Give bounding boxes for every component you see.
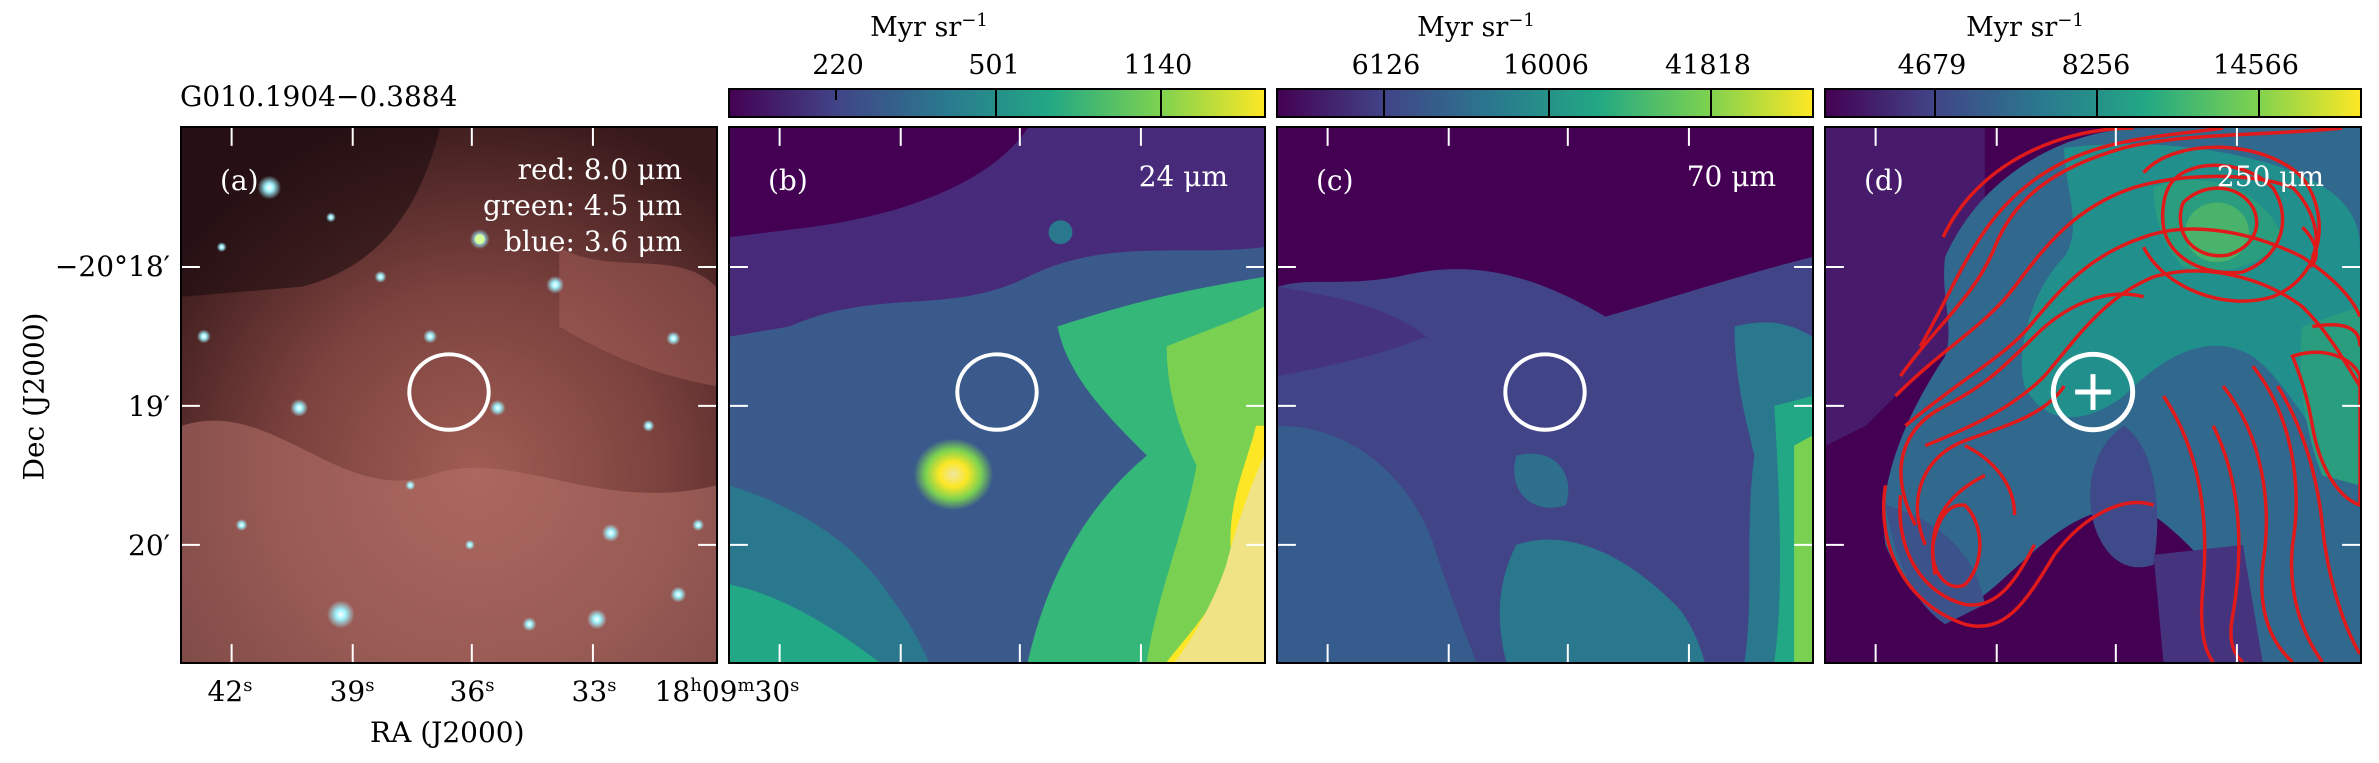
peak-cross-marker [2075,374,2111,410]
target-ellipse [955,352,1039,432]
x-tick-label: 33s [571,675,617,708]
colorbar-c-tick: 41818 [1665,50,1751,81]
panel-d-250um: (d) 250 μm [1824,126,2362,664]
y-tick-label: 19′ [128,390,170,423]
panel-a-label: (a) [220,164,259,197]
panel-c-70um: (c) 70 μm [1276,126,1814,664]
panel-b-band: 24 μm [1138,160,1228,193]
colorbar-b-tick: 220 [812,50,864,81]
target-ellipse [1503,352,1587,432]
colorbar-c-bar [1276,88,1814,118]
panel-b-image [730,128,1264,662]
panel-c-ticks [1278,128,1812,662]
panel-a-irac-rgb: (a) red: 8.0 μm green: 4.5 μm blue: 3.6 … [180,126,718,664]
colorbar-d-tick: 8256 [2061,50,2131,81]
y-tick-label: 20′ [128,529,170,562]
source-name: G010.1904−0.3884 [180,80,458,113]
panel-a-bands: red: 8.0 μm green: 4.5 μm blue: 3.6 μm [483,152,682,260]
panel-b-label: (b) [768,164,808,197]
target-ellipse [2050,351,2136,433]
x-tick-label: 39s [329,675,375,708]
panel-b-ticks [730,128,1264,662]
colorbar-b-label: Myr sr−1 [870,10,988,43]
panel-d-label: (d) [1864,164,1904,197]
colorbar-d-label: Myr sr−1 [1966,10,2084,43]
x-tick-label: 18h09m30s [654,675,800,708]
colorbar-b-tick: 1140 [1123,50,1193,81]
colorbar-c-tick: 6126 [1351,50,1421,81]
panel-d-band: 250 μm [2216,160,2324,193]
y-tick-label: −20°18′ [54,250,170,283]
panel-c-image [1278,128,1812,662]
colorbar-d-tick: 14566 [2213,50,2299,81]
colorbar-c-label: Myr sr−1 [1417,10,1535,43]
panel-b-24um: (b) 24 μm [728,126,1266,664]
contour-lines [1881,128,2360,662]
colorbar-d-bar [1824,88,2362,118]
colorbar-c-tick: 16006 [1503,50,1589,81]
x-axis-label: RA (J2000) [370,716,525,749]
colorbar-d-tick: 4679 [1897,50,1967,81]
colorbar-b-bar [728,88,1266,118]
target-ellipse [407,352,491,432]
x-tick-label: 36s [449,675,495,708]
panel-a-image [182,128,716,662]
y-axis-label: Dec (J2000) [17,312,51,481]
band-green: green: 4.5 μm [483,189,682,222]
band-blue: blue: 3.6 μm [504,225,682,258]
panel-a-ticks [182,128,716,662]
x-tick-label: 42s [207,675,253,708]
panel-c-band: 70 μm [1686,160,1776,193]
panel-d-ticks [1826,128,2360,662]
panel-d-image [1826,128,2360,662]
panel-c-label: (c) [1316,164,1354,197]
band-red: red: 8.0 μm [517,153,682,186]
colorbar-b-tick: 501 [968,50,1020,81]
